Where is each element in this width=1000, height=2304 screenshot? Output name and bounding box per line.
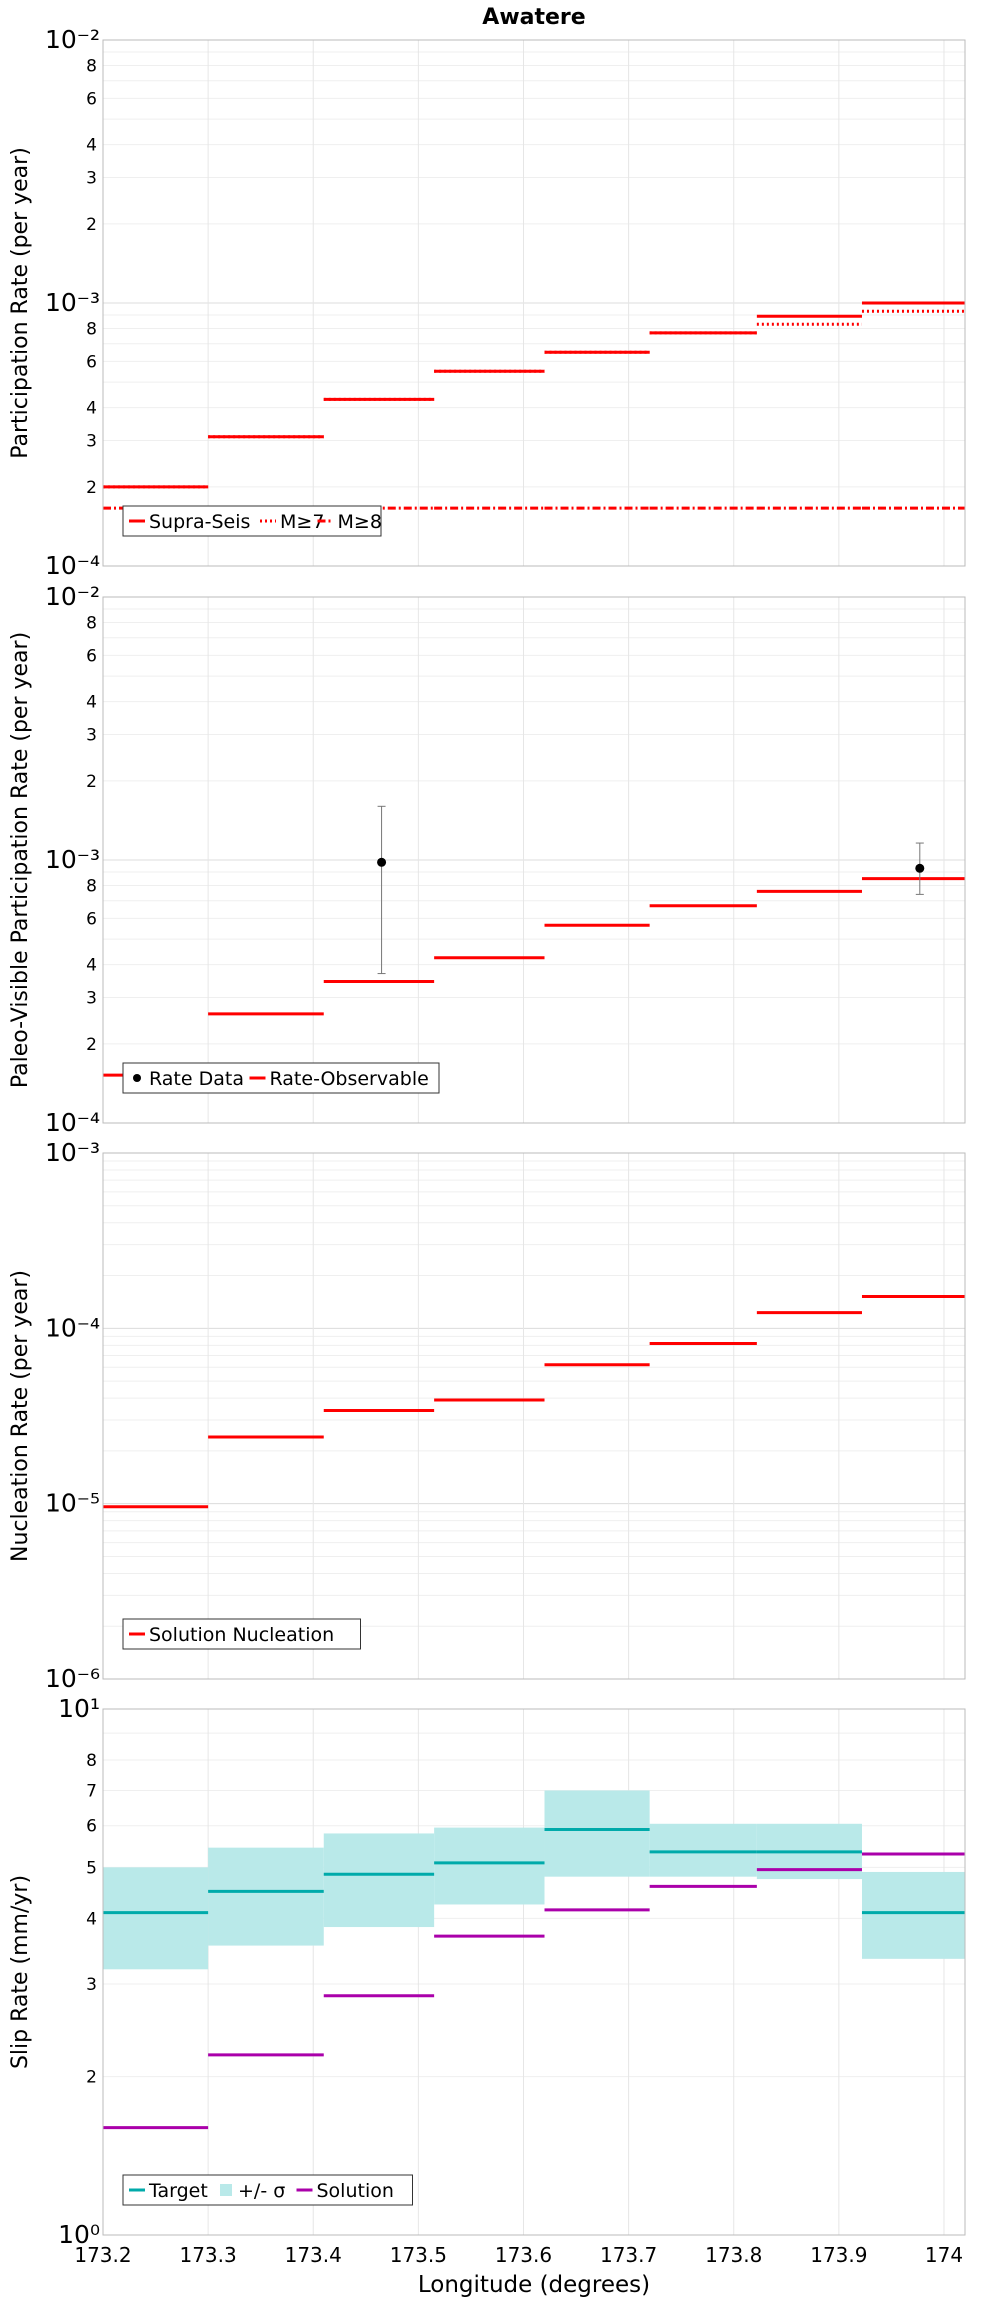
x-tick-label: 173.5 [390,2243,447,2267]
y-tick-label: 5 [86,1858,97,1878]
band-segment [544,1790,650,1877]
y-tick-label: 10⁻⁴ [45,1313,100,1342]
legend-label: Supra-Seis [149,511,250,533]
legend-label: Rate Data [149,1068,244,1090]
plot-frame [102,596,966,1124]
legend-box [122,505,382,537]
y-tick-label: 10⁻³ [45,1138,100,1167]
y-tick-label: 10⁻³ [45,845,100,874]
y-tick-label: 8 [86,56,97,76]
x-tick-label: 173.2 [74,2243,131,2267]
y-tick-label: 3 [86,989,97,1009]
legend-marker [220,2184,232,2196]
y-tick-label: 2 [86,215,97,235]
y-axis-label: Participation Rate (per year) [8,147,33,459]
legend-label: Target [148,2180,208,2202]
y-tick-label: 3 [86,726,97,746]
y-tick-label: 6 [86,909,97,929]
y-tick-label: 4 [86,136,97,156]
legend-label: +/- σ [238,2180,285,2202]
y-tick-label: 2 [86,772,97,792]
band-segment [434,1827,545,1905]
legend: Rate Data Rate-Observable [122,1062,440,1094]
y-tick-label: 6 [86,646,97,666]
plot-area [103,1709,965,2235]
band-segment [103,1867,209,1970]
y-tick-label: 7 [86,1781,97,1801]
band-segment [323,1833,435,1928]
plot-frame [102,1708,966,2236]
band-segment [649,1823,757,1877]
y-axis-label: Slip Rate (mm/yr) [8,1875,33,2069]
y-tick-label: 2 [86,1035,97,1055]
plot-frame [102,1152,966,1680]
y-tick-label: 4 [86,956,97,976]
legend: Target +/- σ Solution [122,2174,413,2206]
plot-frame [102,39,966,567]
band-segment [861,1871,965,1959]
y-tick-label: 4 [86,1909,97,1929]
legend-label: Solution Nucleation [149,1624,334,1646]
band-segment [208,1847,324,1946]
y-tick-label: 8 [86,319,97,339]
x-tick-label: 173.7 [600,2243,657,2267]
data-point [915,863,925,873]
legend: Solution Nucleation [122,1618,361,1650]
legend-box [122,1062,440,1094]
y-tick-label: 10⁻³ [45,288,100,317]
y-axis-label: Nucleation Rate (per year) [8,1270,33,1562]
y-tick-label: 3 [86,169,97,189]
y-tick-label: 10⁻² [45,25,100,54]
legend-label: M≥8 [338,511,382,533]
x-tick-label: 174 [925,2243,963,2267]
y-tick-label: 2 [86,2068,97,2088]
x-axis-label: Longitude (degrees) [418,2272,650,2298]
y-tick-label: 4 [86,399,97,419]
y-tick-label: 3 [86,1975,97,1995]
y-tick-label: 4 [86,693,97,713]
y-tick-label: 10⁰ [58,2220,100,2249]
x-axis: 173.2 173.3 173.4 173.5 173.6 173.7 173.8 173.9… [74,2243,963,2298]
legend-box [122,1618,361,1650]
y-tick-label: 10⁻⁴ [45,551,100,580]
x-tick-label: 173.3 [179,2243,236,2267]
legend-marker [133,1074,141,1082]
y-tick-label: 3 [86,432,97,452]
y-tick-label: 8 [86,613,97,633]
plot-area [103,1153,965,1679]
y-tick-label: 2 [86,478,97,498]
y-tick-label: 10¹ [58,1694,100,1723]
y-tick-label: 8 [86,876,97,896]
x-tick-label: 173.4 [285,2243,342,2267]
y-tick-label: 6 [86,352,97,372]
panel-3: 10⁻⁶ 10⁻⁵ 10⁻⁴ 10⁻³ Nucleation Rate (per yea… [8,1138,966,1693]
legend-label: Solution [317,2180,394,2202]
y-tick-label: 8 [86,1751,97,1771]
legend-label: M≥7 [280,511,324,533]
y-tick-label: 6 [86,1817,97,1837]
y-tick-label: 6 [86,89,97,109]
y-tick-label: 10⁻⁵ [45,1489,100,1518]
legend-box [122,2174,413,2206]
x-tick-label: 173.8 [705,2243,762,2267]
x-tick-label: 173.6 [495,2243,552,2267]
y-axis-label: Paleo-Visible Participation Rate (per ye… [8,632,33,1088]
y-tick-label: 10⁻⁴ [45,1108,100,1137]
legend: Supra-Seis M≥7 M≥8 [122,505,382,537]
y-tick-label: 10⁻⁶ [45,1664,100,1693]
chart-title: Awatere [482,5,585,30]
legend-label: Rate-Observable [270,1068,429,1090]
panel-4: 10⁰ 2 3 4 5 6 7 8 10¹ Slip Rate (mm/yr) Target +/- … [8,1694,966,2249]
y-tick-label: 10⁻² [45,582,100,611]
x-tick-label: 173.9 [810,2243,867,2267]
data-point [377,857,387,867]
